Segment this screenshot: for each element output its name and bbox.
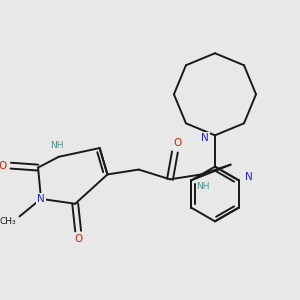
Text: O: O <box>0 160 7 171</box>
Text: NH: NH <box>196 182 210 191</box>
Text: N: N <box>37 194 45 204</box>
Text: O: O <box>174 138 182 148</box>
Text: N: N <box>244 172 252 182</box>
Text: O: O <box>74 234 82 244</box>
Text: NH: NH <box>50 141 63 150</box>
Text: CH₃: CH₃ <box>0 217 16 226</box>
Text: N: N <box>201 133 209 143</box>
